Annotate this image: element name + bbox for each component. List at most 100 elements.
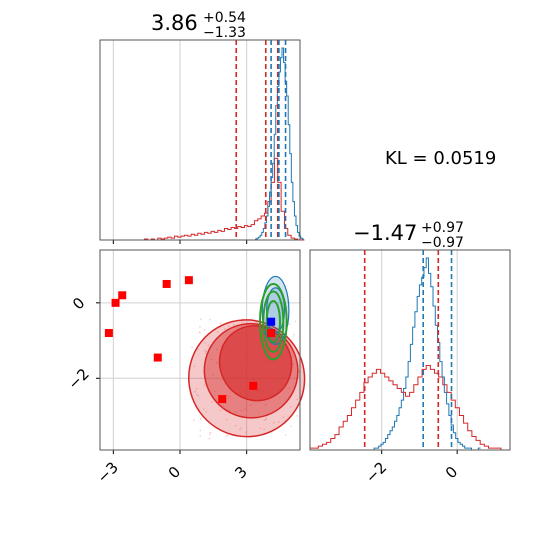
scatter-green-contour bbox=[262, 290, 285, 353]
scatter-sample-point bbox=[220, 345, 222, 347]
scatter-sample-point bbox=[199, 326, 201, 328]
scatter-x-tick-label: −3 bbox=[94, 458, 122, 486]
scatter-sample-point bbox=[239, 409, 242, 412]
scatter-red-square-marker bbox=[184, 276, 193, 285]
scatter-sample-point bbox=[264, 418, 267, 421]
scatter-sample-point bbox=[227, 397, 229, 399]
scatter-blue-square-marker bbox=[267, 317, 276, 326]
scatter-sample-point bbox=[235, 424, 237, 427]
scatter-sample-point bbox=[282, 416, 285, 418]
scatter-sample-point bbox=[214, 390, 216, 392]
scatter-sample-point bbox=[193, 419, 195, 421]
top-left-title-minus: −1.33 bbox=[203, 25, 246, 41]
scatter-sample-point bbox=[195, 388, 198, 390]
bottom-left-scatter-panel: −3 0 3 0 −2 bbox=[65, 249, 306, 487]
bottom-right-title-plus: +0.97 bbox=[421, 220, 464, 236]
bottom-right-blue-histogram bbox=[373, 257, 481, 451]
scatter-red-square-marker bbox=[249, 381, 258, 390]
scatter-x-tick-label: 3 bbox=[231, 463, 250, 482]
scatter-sample-point bbox=[265, 417, 268, 420]
scatter-red-square-marker bbox=[218, 395, 227, 404]
top-left-title: 3.86 +0.54 −1.33 bbox=[151, 10, 246, 41]
scatter-sample-point bbox=[290, 425, 292, 427]
scatter-sample-point bbox=[227, 325, 230, 328]
scatter-sample-point bbox=[207, 344, 209, 347]
scatter-sample-point bbox=[263, 428, 265, 431]
scatter-sample-point bbox=[208, 437, 211, 440]
scatter-sample-point bbox=[196, 393, 198, 395]
scatter-sample-point bbox=[288, 323, 291, 326]
scatter-sample-point bbox=[249, 404, 252, 406]
top-left-histogram-panel bbox=[99, 39, 305, 244]
scatter-sample-point bbox=[292, 363, 295, 365]
scatter-sample-point bbox=[245, 409, 248, 412]
scatter-sample-point bbox=[240, 426, 242, 429]
scatter-sample-point bbox=[204, 342, 206, 344]
scatter-sample-point bbox=[204, 352, 207, 354]
scatter-sample-point bbox=[293, 333, 295, 336]
scatter-sample-point bbox=[216, 331, 219, 333]
scatter-sample-point bbox=[232, 323, 235, 326]
bottom-right-histogram-panel: −2 0 bbox=[309, 249, 511, 487]
scatter-red-square-marker bbox=[267, 329, 276, 338]
scatter-sample-point bbox=[259, 427, 262, 430]
bottom-right-tick-label: −2 bbox=[362, 458, 390, 486]
scatter-sample-point bbox=[199, 435, 201, 437]
scatter-sample-point bbox=[229, 395, 231, 398]
scatter-sample-point bbox=[284, 434, 287, 436]
top-left-title-plus: +0.54 bbox=[203, 10, 246, 26]
scatter-red-square-marker bbox=[162, 279, 171, 288]
scatter-green-contour bbox=[265, 299, 282, 344]
scatter-sample-point bbox=[272, 421, 275, 424]
scatter-sample-point bbox=[294, 320, 297, 323]
top-left-red-histogram bbox=[143, 157, 305, 241]
scatter-sample-point bbox=[224, 328, 226, 330]
scatter-sample-point bbox=[211, 401, 213, 403]
scatter-sample-point bbox=[239, 428, 241, 431]
scatter-sample-point bbox=[245, 431, 247, 434]
scatter-sample-point bbox=[209, 318, 211, 321]
scatter-sample-point bbox=[255, 321, 258, 323]
scatter-sample-point bbox=[219, 409, 222, 411]
scatter-sample-point bbox=[226, 394, 228, 397]
scatter-sample-point bbox=[225, 435, 227, 437]
scatter-sample-point bbox=[199, 418, 202, 420]
scatter-sample-point bbox=[296, 398, 299, 401]
scatter-sample-point bbox=[216, 348, 218, 351]
scatter-green-contour bbox=[259, 282, 288, 361]
scatter-sample-point bbox=[225, 418, 228, 421]
kl-annotation: KL = 0.0519 bbox=[385, 148, 496, 169]
scatter-sample-point bbox=[205, 410, 208, 413]
scatter-sample-point bbox=[241, 321, 243, 323]
scatter-y-tick-label: 0 bbox=[69, 294, 88, 313]
scatter-sample-point bbox=[221, 378, 223, 381]
scatter-sample-point bbox=[264, 403, 267, 406]
bottom-right-tick-label: 0 bbox=[442, 463, 461, 482]
bottom-right-red-histogram bbox=[309, 365, 510, 451]
scatter-sample-point bbox=[263, 419, 266, 421]
scatter-sample-point bbox=[198, 331, 201, 334]
top-left-frame bbox=[99, 39, 301, 241]
scatter-frame bbox=[99, 249, 301, 451]
scatter-sample-point bbox=[296, 415, 299, 417]
scatter-sample-point bbox=[288, 387, 291, 390]
scatter-sample-point bbox=[209, 433, 211, 435]
scatter-sample-point bbox=[227, 434, 229, 437]
scatter-sample-point bbox=[191, 346, 193, 349]
scatter-sample-point bbox=[242, 409, 245, 411]
scatter-sample-point bbox=[209, 431, 212, 434]
scatter-sample-point bbox=[219, 322, 222, 324]
scatter-sample-point bbox=[203, 384, 206, 386]
scatter-sample-point bbox=[278, 421, 280, 423]
scatter-sample-point bbox=[200, 318, 202, 320]
scatter-sample-point bbox=[205, 350, 207, 353]
scatter-sample-point bbox=[210, 358, 213, 361]
scatter-sample-point bbox=[212, 374, 215, 376]
scatter-sample-point bbox=[289, 405, 292, 408]
bottom-right-title-median: −1.47 bbox=[353, 221, 417, 245]
scatter-sample-point bbox=[235, 410, 237, 413]
bottom-right-title: −1.47 +0.97 −0.97 bbox=[353, 220, 464, 251]
scatter-sample-point bbox=[203, 329, 206, 331]
bottom-right-title-minus: −0.97 bbox=[421, 235, 464, 251]
